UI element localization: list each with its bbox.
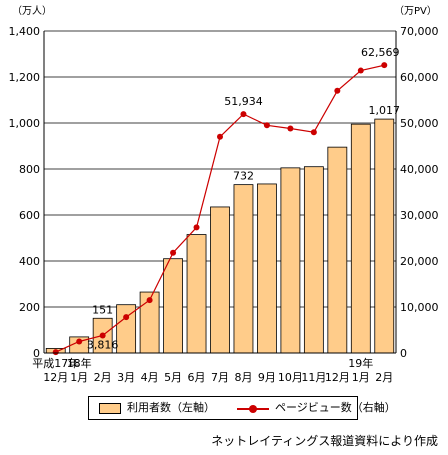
right-tick-label: 10,000 [400,301,439,314]
axes: 0 0 200 10,000 400 20,000 600 30,000 800 40,000 1,… [9,25,439,384]
x-tick-label: 11月 [301,371,326,384]
line-data-label: 51,934 [224,95,263,108]
bar [350,123,371,354]
left-tick-label: 800 [19,163,40,176]
bar-series [45,118,395,354]
bar [303,166,324,354]
x-tick-year-label: 18年 [67,356,92,370]
line-point [76,338,83,345]
left-tick-label: 1,400 [9,25,41,38]
data-labels: 151 732 1,017 3,816 51,934 62,569 [87,46,400,351]
left-tick-label: 200 [19,301,40,314]
line-point [123,314,130,321]
line-point [146,297,153,304]
x-tick-label: 3月 [117,371,135,384]
line-point [381,62,388,69]
x-tick-label: 12月 [43,371,68,384]
line-point [52,349,59,356]
left-tick-label: 1,200 [9,71,41,84]
line-point [170,249,177,256]
x-tick-label: 12月 [325,371,350,384]
right-tick-label: 70,000 [400,25,439,38]
legend: 利用者数（左軸） ページビュー数（右軸） [88,396,396,420]
bar [186,234,207,354]
right-tick-label: 60,000 [400,71,439,84]
right-tick-label: 50,000 [400,117,439,130]
source-note: ネットレイティングス報道資料により作成 [211,434,438,448]
line-point [334,87,341,94]
bar [374,118,395,354]
line-point [310,129,317,136]
bar-data-label: 1,017 [369,104,401,117]
x-tick-label: 2月 [375,371,393,384]
line-point [193,224,200,231]
right-tick-label: 20,000 [400,255,439,268]
line-point [263,122,270,129]
left-tick-label: 0 [33,347,40,360]
x-tick-label: 7月 [211,371,229,384]
bar [163,258,183,354]
x-tick-label: 6月 [188,371,206,384]
legend-bar-label: 利用者数（左軸） [127,401,215,414]
right-tick-label: 0 [400,347,407,360]
bar [233,184,254,354]
x-tick-year-label: 19年 [348,356,373,370]
right-axis-unit: （万PV） [394,5,437,17]
x-tick-label: 1月 [70,371,88,384]
bar [327,146,348,354]
legend-line-marker [249,405,257,413]
line-point [99,332,106,339]
left-axis-unit: （万人） [12,5,52,17]
line-point [217,133,223,140]
legend-line-label: ページビュー数（右軸） [275,401,396,414]
left-tick-label: 400 [19,255,40,268]
line-point [357,67,364,74]
x-tick-label: 10月 [278,371,303,384]
bar [257,183,277,354]
x-tick-label: 1月 [352,371,370,384]
bar [210,206,230,354]
bar-data-label: 151 [92,303,113,316]
x-tick-year-label: 平成17年 [32,356,79,370]
left-tick-label: 600 [19,209,40,222]
right-tick-label: 40,000 [400,163,439,176]
x-tick-label: 2月 [94,371,112,384]
left-tick-label: 1,000 [9,117,41,130]
x-tick-label: 5月 [164,371,182,384]
bar [280,167,301,354]
line-data-label: 62,569 [361,46,400,59]
legend-bar-swatch [99,403,121,414]
x-tick-label: 4月 [141,371,159,384]
line-point [240,111,247,118]
bar-data-label: 732 [233,170,254,183]
line-data-label: 3,816 [87,338,119,351]
line-series [52,62,388,356]
x-tick-label: 9月 [258,371,276,384]
x-tick-label: 8月 [234,371,252,384]
chart-svg: （万人） （万PV） 0 0 200 10,000 400 20,000 600 30,000… [9,5,439,384]
right-tick-label: 30,000 [400,209,439,222]
line-point [287,125,294,132]
